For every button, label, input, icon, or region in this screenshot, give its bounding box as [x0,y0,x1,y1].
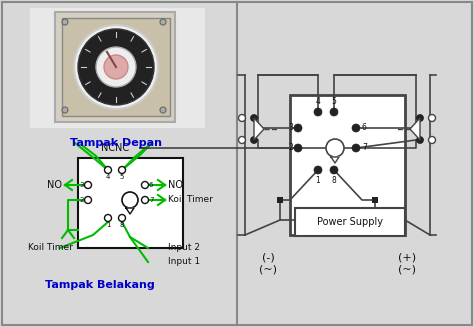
Polygon shape [331,157,339,163]
Text: 7: 7 [362,144,367,152]
Text: Power Supply: Power Supply [317,217,383,227]
Circle shape [84,197,91,203]
Text: 1: 1 [316,176,320,185]
Text: 5: 5 [331,97,337,106]
Circle shape [142,197,148,203]
Circle shape [142,181,148,188]
Circle shape [314,108,322,116]
Polygon shape [254,118,264,140]
Bar [78,158,183,248]
Circle shape [250,136,257,144]
Text: Tampak Depan: Tampak Depan [70,138,162,148]
Circle shape [78,29,154,105]
Polygon shape [126,208,134,214]
Bar [62,18,170,116]
Circle shape [118,215,126,221]
Circle shape [294,124,302,132]
Circle shape [352,124,360,132]
Polygon shape [410,118,420,140]
Text: (~): (~) [259,264,277,274]
Circle shape [417,114,423,122]
Circle shape [330,108,338,116]
Text: 7: 7 [149,197,154,203]
Circle shape [417,136,423,144]
Circle shape [122,192,138,208]
Bar [30,8,205,128]
Text: 3: 3 [288,124,293,132]
Text: 4: 4 [316,97,320,106]
Bar [372,197,378,203]
Circle shape [160,107,166,113]
Text: 6: 6 [149,182,154,188]
Circle shape [238,136,246,144]
Text: (~): (~) [398,264,416,274]
Bar [277,197,283,203]
Bar [55,12,175,122]
Text: 5: 5 [120,174,124,180]
Text: NC: NC [115,143,129,153]
Circle shape [352,144,360,152]
Circle shape [238,114,246,122]
Circle shape [74,25,158,109]
Text: Koil Timer: Koil Timer [168,196,213,204]
Text: Tampak Belakang: Tampak Belakang [45,280,155,290]
Circle shape [104,166,111,174]
Text: 6: 6 [362,124,367,132]
Text: NO: NO [47,180,62,190]
Circle shape [294,144,302,152]
Circle shape [160,19,166,25]
Circle shape [250,114,257,122]
Circle shape [104,215,111,221]
Text: Input 1: Input 1 [168,257,200,267]
Circle shape [104,55,128,79]
Text: Koil Timer: Koil Timer [28,244,73,252]
Text: 8: 8 [332,176,337,185]
Text: (-): (-) [262,252,274,262]
Text: NC: NC [101,143,115,153]
Bar [290,95,405,235]
Circle shape [62,107,68,113]
Text: (+): (+) [398,252,416,262]
Circle shape [62,19,68,25]
Circle shape [118,166,126,174]
Text: 2: 2 [80,197,84,203]
Bar [295,208,405,236]
Circle shape [96,47,136,87]
Circle shape [326,139,344,157]
Circle shape [314,166,322,174]
Circle shape [84,181,91,188]
Circle shape [428,114,436,122]
Circle shape [330,166,338,174]
Circle shape [428,136,436,144]
Text: 3: 3 [80,182,84,188]
Text: 4: 4 [106,174,110,180]
Text: 1: 1 [106,222,110,228]
Text: 2: 2 [288,144,293,152]
Text: Input 2: Input 2 [168,244,200,252]
Text: NO: NO [168,180,183,190]
Text: 8: 8 [120,222,124,228]
